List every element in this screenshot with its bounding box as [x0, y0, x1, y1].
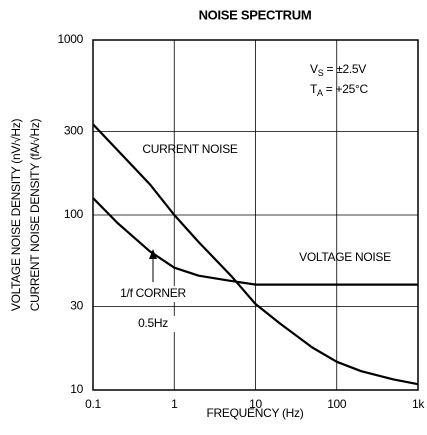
x-axis-label: FREQUENCY (Hz): [207, 406, 304, 420]
annotation-part: = +25°C: [323, 82, 369, 96]
y-tick-label: 300: [64, 124, 84, 138]
line: [92, 123, 419, 386]
annotation: TA = +25°C: [310, 82, 368, 98]
annotation-sub: S: [318, 68, 324, 78]
annotation: VS = ±2.5V: [310, 62, 366, 78]
x-tick-label: 1k: [412, 397, 425, 411]
series-label: VOLTAGE NOISE: [299, 250, 391, 264]
annotation: 1/f CORNER: [120, 286, 186, 300]
x-tick-label: 1: [171, 397, 178, 411]
y-axis-label: CURRENT NOISE DENSITY (fA/√Hz): [28, 118, 42, 311]
annotation-bg: [115, 316, 191, 332]
series-label: CURRENT NOISE: [142, 142, 238, 156]
y-tick-label: 30: [70, 299, 83, 313]
y-tick-label: 1000: [58, 32, 84, 46]
annotation-part: = ±2.5V: [323, 62, 366, 76]
chart-title: NOISE SPECTRUM: [199, 7, 312, 22]
annotation: 0.5Hz: [138, 316, 168, 330]
annotation-bg: [115, 286, 191, 302]
line: [92, 197, 418, 286]
x-tick-label: 0.1: [85, 397, 101, 411]
x-tick-label: 10: [249, 397, 262, 411]
annotation-sub: A: [317, 88, 323, 98]
y-tick-label: 10: [70, 382, 83, 396]
annotation-part: T: [310, 82, 318, 96]
y-tick-label: 100: [64, 207, 84, 221]
y-axis-label: VOLTAGE NOISE DENSITY (nV/√Hz): [9, 119, 23, 312]
x-tick-label: 100: [327, 397, 347, 411]
annotation-part: V: [310, 62, 318, 76]
